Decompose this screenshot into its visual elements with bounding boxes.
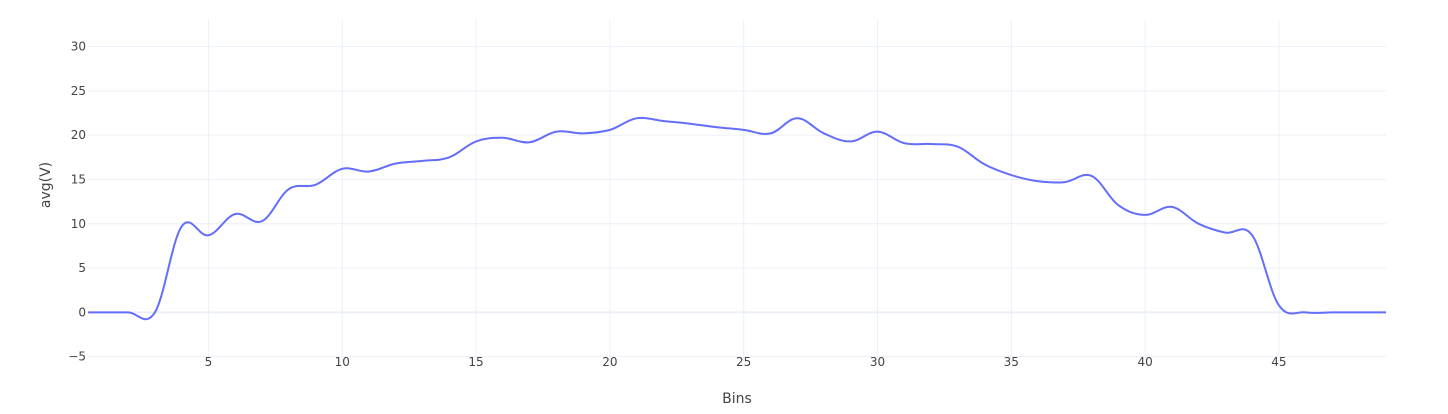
x-tick-label: 25 bbox=[736, 355, 751, 369]
x-axis-ticks: 5 10 15 20 25 30 35 40 45 bbox=[205, 355, 1287, 369]
x-tick-label: 20 bbox=[602, 355, 617, 369]
series-line bbox=[88, 116, 1386, 321]
x-tick-label: 35 bbox=[1004, 355, 1019, 369]
y-tick-label: 25 bbox=[71, 84, 86, 98]
y-tick-label: 20 bbox=[71, 128, 86, 142]
gridlines bbox=[88, 20, 1386, 362]
x-tick-label: 40 bbox=[1137, 355, 1152, 369]
x-tick-label: 30 bbox=[870, 355, 885, 369]
y-tick-label: 0 bbox=[78, 305, 86, 319]
y-tick-label: −5 bbox=[68, 350, 86, 364]
y-tick-label: 30 bbox=[71, 40, 86, 54]
y-axis-ticks: −5 0 5 10 15 20 25 30 bbox=[68, 40, 86, 364]
y-tick-label: 5 bbox=[78, 261, 86, 275]
y-tick-label: 15 bbox=[71, 172, 86, 186]
x-tick-label: 15 bbox=[468, 355, 483, 369]
y-axis-title: avg(V) bbox=[38, 162, 54, 208]
x-tick-label: 10 bbox=[335, 355, 350, 369]
y-tick-label: 10 bbox=[71, 217, 86, 231]
x-axis-title: Bins bbox=[722, 391, 752, 407]
x-tick-label: 5 bbox=[205, 355, 213, 369]
series-layer bbox=[88, 116, 1386, 321]
x-tick-label: 45 bbox=[1271, 355, 1286, 369]
